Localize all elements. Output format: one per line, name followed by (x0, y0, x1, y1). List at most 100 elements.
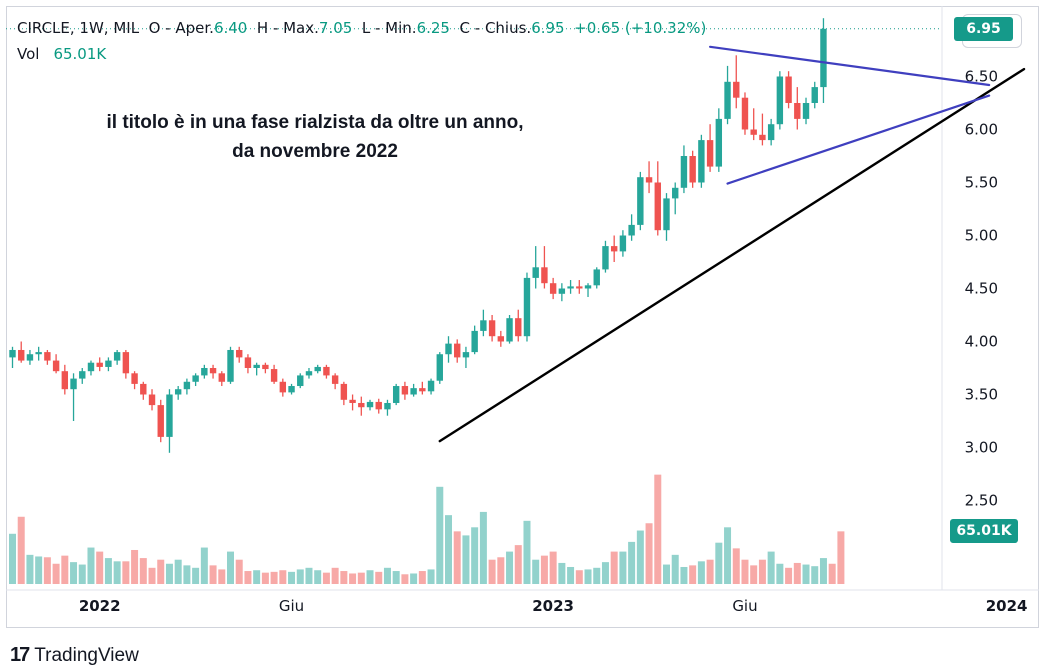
candle-body (776, 76, 784, 125)
candle-body (305, 371, 313, 376)
tradingview-logo-text: TradingView (34, 645, 139, 666)
candle-body (270, 369, 278, 382)
volume-bar (104, 558, 112, 584)
candle-body (549, 283, 557, 294)
volume-bar (96, 551, 104, 584)
volume-bar (689, 565, 697, 584)
candle-body (454, 343, 461, 358)
y-tick-label: 5.00 (965, 227, 998, 245)
volume-bar (819, 558, 827, 584)
candle-body (26, 354, 34, 361)
trendline-support (438, 67, 1026, 443)
candle-body (532, 267, 539, 278)
volume-bar (26, 554, 34, 584)
volume-bar (785, 567, 793, 584)
volume-bar (758, 559, 766, 584)
volume-bar (427, 569, 435, 584)
volume-bar (636, 530, 644, 584)
annotation-line-2: da novembre 2022 (232, 141, 398, 162)
volume-bar (593, 567, 601, 584)
close-value: 6.95 (531, 19, 565, 37)
candle-body (366, 401, 374, 408)
candle-body (610, 246, 618, 252)
low-label: L - Min. (361, 19, 417, 37)
volume-bar (52, 563, 60, 584)
volume-bar (366, 570, 374, 584)
volume-bar (200, 547, 208, 584)
chart-frame (6, 6, 1039, 628)
volume-bar (575, 570, 583, 584)
volume-bar (663, 564, 670, 584)
volume-bar (584, 569, 592, 584)
y-tick-label: 3.50 (965, 386, 998, 404)
candle-body (358, 402, 365, 408)
volume-bar (61, 555, 69, 584)
volume-bar (305, 567, 313, 584)
change-value: +0.65 (+10.32%) (574, 19, 707, 37)
volume-bar (488, 559, 496, 584)
symbol-label[interactable]: CIRCLE, 1W, MIL (17, 19, 140, 37)
candle-body (698, 140, 705, 183)
volume-bar (445, 515, 452, 584)
volume-bar (314, 570, 322, 584)
volume-bar (227, 551, 234, 584)
volume-bar (793, 562, 801, 584)
candle-body (331, 375, 339, 384)
tradingview-logo[interactable]: 17 TradingView (10, 644, 139, 667)
candle-body (811, 87, 818, 103)
candle-body (802, 103, 810, 119)
candle-body (288, 386, 295, 393)
candle-body (340, 383, 348, 400)
volume-bar (828, 563, 836, 584)
x-tick-label: 2023 (532, 597, 574, 615)
candle-body (218, 373, 225, 382)
candle-body (637, 177, 644, 225)
candle-body (523, 277, 531, 337)
volume-bar (767, 551, 775, 584)
volume-bar (35, 556, 43, 584)
candle-body (323, 366, 330, 376)
volume-bar (506, 551, 514, 584)
candle-body (236, 349, 243, 358)
volume-bar (192, 567, 200, 584)
volume-bar (174, 559, 182, 584)
candle-body (87, 362, 95, 372)
candle-body (515, 318, 522, 337)
candle-body (619, 235, 627, 252)
candle-body (384, 402, 391, 410)
volume-bar (567, 566, 575, 584)
candle-body (689, 156, 696, 183)
volume-bar (479, 511, 487, 584)
candle-body (9, 349, 16, 358)
price-chart[interactable]: 2.50 3.00 3.50 4.00 4.50 5.00 5.50 6.00 6.50 2022… (0, 0, 1047, 640)
candle-body (654, 182, 661, 231)
volume-bar (78, 564, 86, 584)
candle-body (497, 336, 505, 342)
volume-bar (157, 559, 165, 584)
candle-body (70, 378, 77, 390)
volume-bar (383, 567, 391, 584)
volume-bar (837, 531, 845, 584)
candle-body (113, 352, 121, 361)
candle-body (122, 352, 130, 374)
volume-bar (401, 574, 409, 584)
volume-bar (811, 566, 819, 584)
candle-body (820, 28, 827, 88)
open-value: 6.40 (213, 19, 248, 37)
candle-body (759, 134, 766, 141)
open-label: O - Aper. (148, 19, 214, 37)
volume-bar (654, 474, 662, 584)
volume-bar (436, 486, 444, 584)
low-value: 6.25 (416, 19, 450, 37)
candle-body (61, 371, 69, 390)
volume-bar (706, 559, 714, 584)
chart-annotation: il titolo è in una fase rialzista da olt… (60, 108, 570, 166)
candle-body (645, 177, 653, 183)
volume-bar (549, 551, 557, 584)
candle-body (183, 381, 191, 390)
volume-bar (183, 565, 191, 584)
volume-bar (340, 571, 348, 584)
volume-bar (288, 571, 296, 584)
candle-body (471, 330, 478, 353)
candle-body (584, 285, 592, 289)
